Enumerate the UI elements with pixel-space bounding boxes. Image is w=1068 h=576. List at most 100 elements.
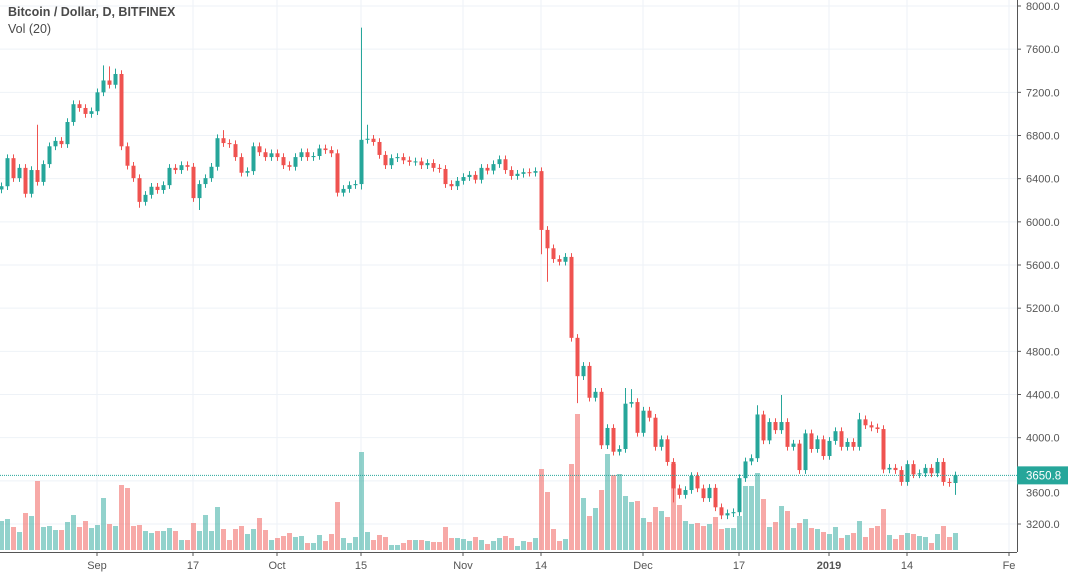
candle-body: [743, 461, 748, 479]
volume-bar: [479, 540, 484, 550]
volume-bar: [701, 526, 706, 550]
volume-bar: [803, 519, 808, 550]
candle-body: [953, 475, 958, 484]
volume-bar: [827, 534, 832, 550]
volume-bar: [101, 498, 106, 550]
candle-body: [47, 146, 52, 165]
candle-body: [917, 473, 922, 475]
candle-body: [863, 419, 868, 426]
volume-bar: [305, 543, 310, 550]
volume-bar: [317, 535, 322, 550]
volume-bar: [941, 526, 946, 550]
candle-body: [671, 461, 676, 489]
candle-body: [155, 186, 160, 191]
volume-bar: [29, 516, 34, 550]
volume-bar: [263, 530, 268, 550]
candle-body: [17, 167, 22, 179]
volume-bar: [467, 541, 472, 550]
candle-body: [221, 138, 226, 144]
volume-bar: [425, 541, 430, 550]
candle-body: [353, 184, 358, 186]
symbol-title: Bitcoin / Dollar, D, BITFINEX: [8, 5, 176, 19]
candle-body: [443, 168, 448, 185]
volume-bar: [155, 531, 160, 550]
volume-bar: [221, 529, 226, 550]
candle-body: [227, 143, 232, 145]
candle-body: [635, 402, 640, 433]
candle-body: [569, 256, 574, 338]
volume-bar: [47, 526, 52, 550]
price-tick-label: 6000.0: [1026, 217, 1060, 229]
volume-bar: [641, 518, 646, 550]
price-tick-label: 5200.0: [1026, 303, 1060, 315]
volume-indicator-label[interactable]: Vol (20): [8, 22, 52, 36]
candle-body: [287, 165, 292, 167]
candle-body: [875, 427, 880, 430]
candle-body: [341, 188, 346, 193]
candle-body: [737, 478, 742, 513]
volume-bar: [383, 537, 388, 550]
candle-body: [689, 475, 694, 491]
volume-bar: [575, 414, 580, 550]
candle-body: [461, 177, 466, 181]
volume-bar: [215, 507, 220, 550]
volume-bar: [767, 527, 772, 550]
candle-body: [299, 152, 304, 158]
volume-bar: [131, 526, 136, 550]
volume-bar: [239, 526, 244, 550]
candle-body: [653, 417, 658, 447]
candle-body: [359, 139, 364, 185]
candle-body: [335, 153, 340, 193]
volume-bar: [449, 538, 454, 550]
candle-body: [941, 461, 946, 482]
candle-body: [515, 173, 520, 176]
volume-bar: [113, 526, 118, 550]
candle-body: [731, 512, 736, 514]
price-tick-label: 5600.0: [1026, 260, 1060, 272]
volume-bar: [653, 507, 658, 550]
candle-body: [239, 157, 244, 173]
candle-body: [575, 337, 580, 377]
price-tick-label: 8000.0: [1026, 1, 1060, 13]
candle-body: [59, 140, 64, 145]
candle-body: [521, 172, 526, 174]
candle-body: [53, 140, 58, 147]
volume-bar: [359, 452, 364, 550]
volume-bar: [491, 541, 496, 550]
volume-bar: [311, 543, 316, 550]
volume-bar: [443, 527, 448, 550]
volume-bar: [455, 538, 460, 550]
candle-body: [779, 422, 784, 431]
volume-bar: [0, 521, 4, 550]
candle-body: [41, 164, 46, 182]
price-tick-label: 7200.0: [1026, 87, 1060, 99]
candle-body: [785, 422, 790, 447]
candle-body: [407, 160, 412, 162]
candle-body: [647, 410, 652, 418]
candle-body: [851, 441, 856, 447]
volume-bar: [371, 540, 376, 550]
candle-body: [473, 174, 478, 180]
candle-body: [5, 158, 10, 187]
volume-bar: [617, 474, 622, 550]
candle-body: [767, 422, 772, 441]
volume-bar: [731, 528, 736, 550]
candle-body: [497, 159, 502, 165]
volume-bar: [503, 536, 508, 550]
candle-body: [725, 513, 730, 516]
candle-body: [677, 488, 682, 495]
candle-body: [797, 443, 802, 471]
volume-bar: [89, 528, 94, 550]
candle-body: [413, 161, 418, 163]
volume-bar: [677, 505, 682, 550]
volume-bar: [689, 524, 694, 550]
volume-bar: [743, 486, 748, 550]
volume-bar: [365, 532, 370, 550]
volume-bar: [299, 536, 304, 550]
candle-body: [383, 154, 388, 166]
volume-bar: [251, 529, 256, 550]
volume-bar: [683, 521, 688, 550]
volume-bar: [545, 492, 550, 550]
